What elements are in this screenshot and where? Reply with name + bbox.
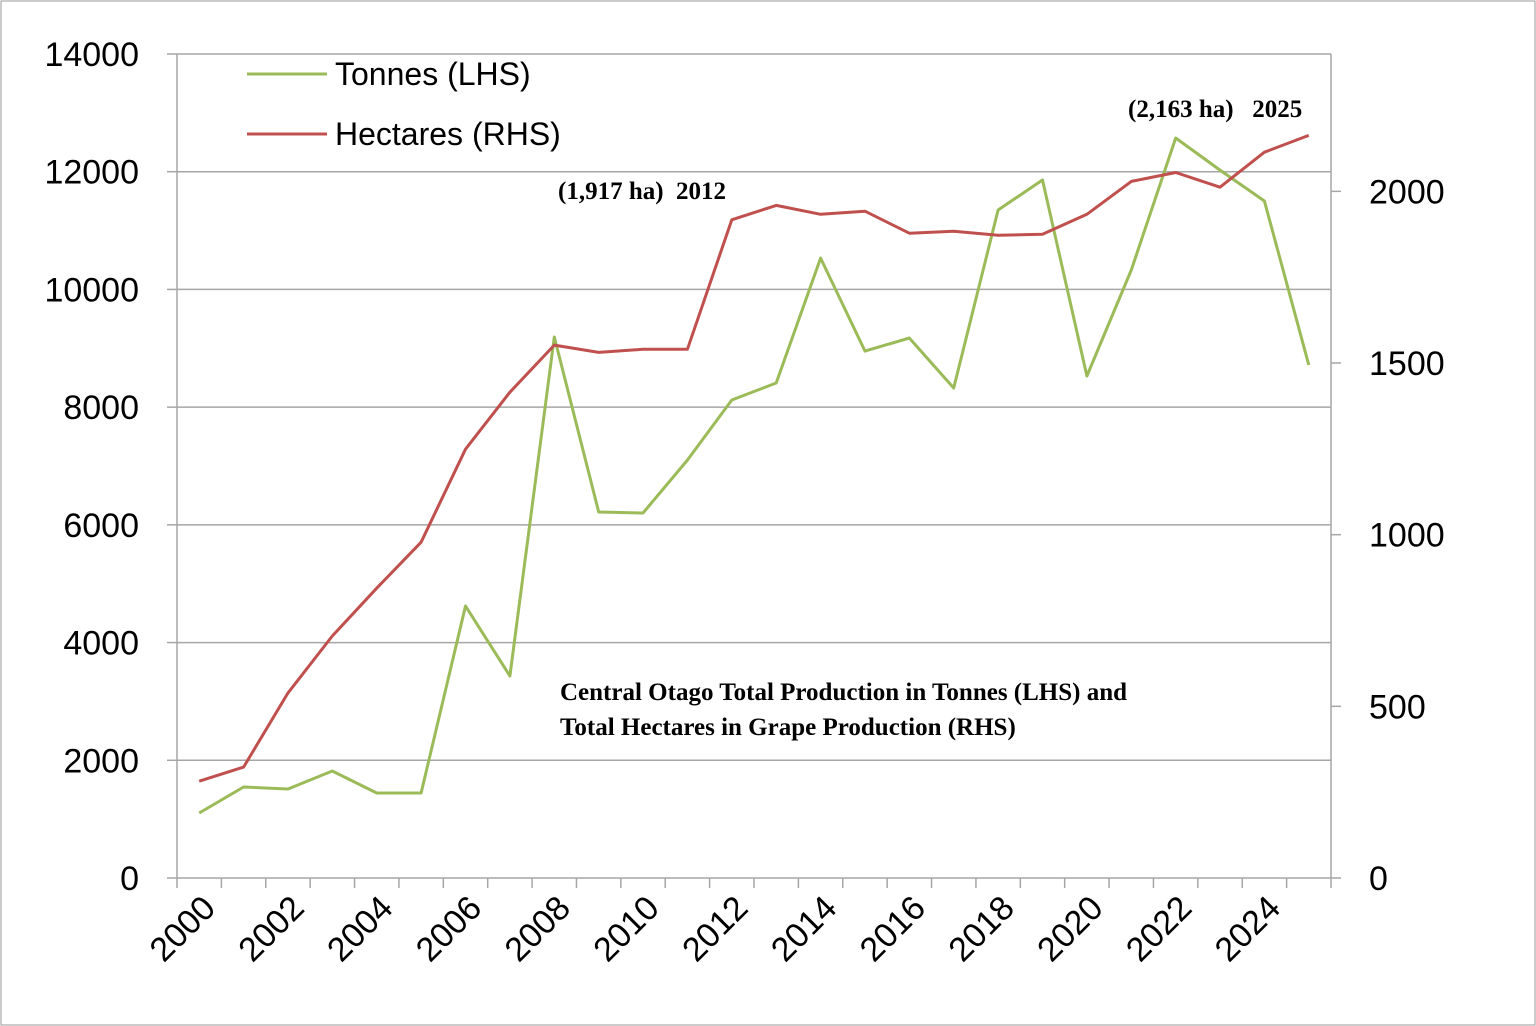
left-tick-label: 10000 [44,271,139,309]
annotation-2025: (2,163 ha) 2025 [1128,96,1302,123]
right-tick-label: 2000 [1369,173,1445,211]
left-tick-label: 2000 [63,742,139,780]
right-tick-label: 500 [1369,688,1426,726]
legend-label: Hectares (RHS) [335,116,561,152]
left-tick-label: 14000 [44,36,139,74]
left-tick-label: 12000 [44,154,139,192]
chart-title-line-1: Central Otago Total Production in Tonnes… [560,679,1127,706]
legend-label: Tonnes (LHS) [335,56,531,92]
annotation-2012: (1,917 ha) 2012 [558,178,726,205]
series-lines [198,133,1311,815]
gridlines [177,53,1331,762]
series-line-hectares [198,133,1310,783]
right-tick-label: 0 [1369,860,1388,898]
left-tick-label: 0 [120,860,139,898]
left-tick-label: 6000 [63,507,139,545]
left-tick-label: 4000 [63,625,139,663]
legend: Tonnes (LHS) Hectares (RHS) [247,56,561,152]
series-line-tonnes [198,136,1311,815]
chart-title-line-2: Total Hectares in Grape Production (RHS) [560,714,1016,741]
right-tick-label: 1500 [1369,345,1445,383]
right-tick-label: 1000 [1369,517,1445,555]
left-tick-label: 8000 [63,389,139,427]
